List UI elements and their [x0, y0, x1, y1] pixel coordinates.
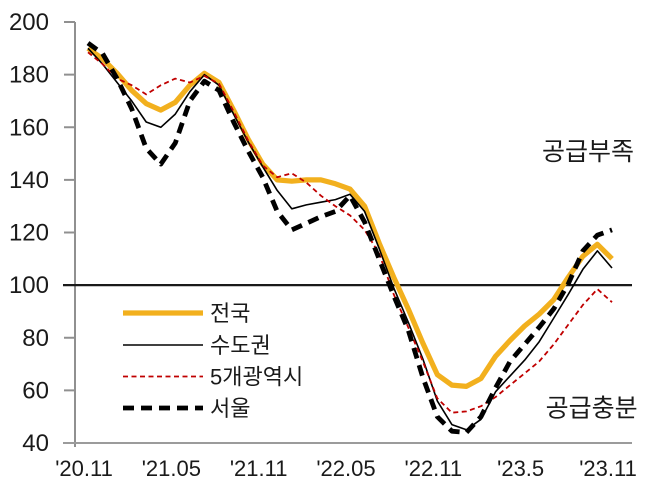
y-tick-label: 60 — [22, 377, 49, 404]
legend-item-seoul: 서울 — [123, 396, 250, 421]
legend-label-five-metro-cities: 5개광역시 — [210, 365, 303, 390]
series-line-nationwide — [86, 46, 614, 389]
y-tick-label: 120 — [9, 220, 49, 247]
x-tick-label: '23.11 — [579, 456, 637, 481]
y-tick-label: 180 — [9, 62, 49, 89]
legend-label-capital-area: 수도권 — [210, 333, 271, 358]
legend-item-five-metro-cities: 5개광역시 — [123, 365, 303, 390]
series-line-capital-area — [87, 47, 613, 431]
x-tick-label: '22.05 — [316, 456, 375, 481]
x-tick-label: '21.11 — [230, 456, 288, 481]
y-tick-label: 200 — [9, 9, 49, 36]
y-axis: 40 60 80 100 120 140 160 180 200 — [9, 9, 76, 457]
annotation-supply-shortage: 공급부족 — [542, 138, 634, 166]
annotation-supply-sufficient: 공급충분 — [546, 394, 638, 422]
legend-item-nationwide: 전국 — [123, 301, 250, 326]
legend-label-nationwide: 전국 — [210, 301, 250, 326]
y-tick-label: 160 — [9, 114, 49, 141]
x-tick-label: '20.11 — [55, 456, 113, 481]
y-tick-label: 140 — [9, 167, 49, 194]
series-line-seoul — [86, 41, 613, 435]
y-tick-label: 40 — [22, 430, 49, 457]
y-tick-label: 100 — [9, 272, 49, 299]
x-tick-label: '23.5 — [497, 456, 544, 481]
x-tick-label: '22.11 — [405, 456, 463, 481]
legend-item-capital-area: 수도권 — [123, 333, 271, 358]
x-axis: '20.11 '21.05 '21.11 '22.05 '22.11 '23.5 '23.1… — [55, 456, 637, 481]
x-tick-label: '21.05 — [142, 456, 201, 481]
series-line-five-metro-cities — [87, 51, 613, 414]
legend-label-seoul: 서울 — [210, 396, 250, 421]
y-tick-label: 80 — [22, 325, 49, 352]
